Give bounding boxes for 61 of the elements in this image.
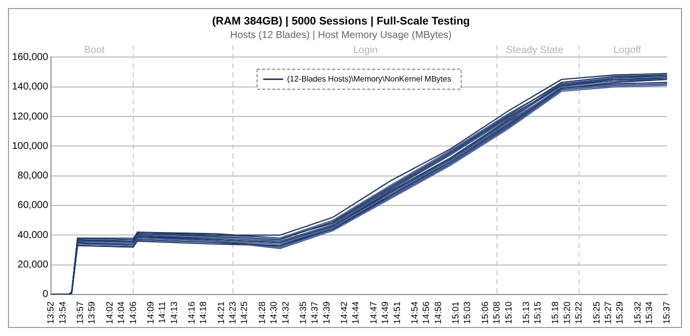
y-tick-label: 160,000 (12, 52, 49, 63)
text: Logoff (613, 44, 642, 56)
x-tick-label: 14:04 (116, 301, 126, 324)
x-tick-label: 14:54 (409, 301, 420, 324)
x-tick-label: 15:03 (462, 301, 472, 324)
x-tick-label: 14:21 (216, 301, 226, 324)
x-tick-label: 14:51 (392, 301, 402, 324)
x-tick-label: 15:22 (574, 301, 584, 324)
x-tick-label: 14:37 (310, 301, 320, 324)
x-tick-label: 15:29 (614, 301, 625, 324)
y-tick-label: 60,000 (18, 200, 49, 212)
x-tick-label: 14:44 (350, 301, 361, 324)
x-tick-label: 13:57 (74, 301, 85, 324)
x-tick-label: 14:58 (432, 301, 443, 324)
text: Boot (84, 44, 105, 56)
x-tick-label: 14:30 (268, 301, 279, 324)
x-tick-label: 13:59 (86, 301, 97, 324)
x-tick-label: 13:54 (57, 301, 68, 324)
y-tick-label: 140,000 (12, 82, 49, 93)
x-tick-label: 14:56 (421, 301, 432, 324)
x-tick-label: 15:18 (550, 301, 560, 324)
x-tick-label: 15:06 (480, 301, 490, 324)
y-tick-label: 0 (42, 289, 49, 300)
y-tick-label: 100,000 (12, 140, 49, 152)
x-tick-label: 14:25 (239, 301, 250, 324)
x-tick-label: 14:42 (338, 301, 349, 324)
x-tick-label: 14:18 (198, 301, 208, 324)
x-tick-label: 14:49 (380, 301, 390, 324)
x-tick-label: 14:13 (168, 301, 179, 324)
x-tick-label: 14:02 (104, 301, 114, 324)
x-tick-label: 14:23 (227, 301, 238, 324)
x-tick-label: 14:06 (128, 301, 138, 324)
x-tick-label: 14:35 (298, 301, 308, 324)
x-tick-label: 15:10 (503, 301, 514, 324)
x-tick-label: 13:52 (46, 301, 56, 324)
x-tick-label: 14:16 (186, 301, 196, 324)
x-tick-label: 14:28 (256, 301, 267, 324)
y-tick-label: 80,000 (18, 170, 49, 182)
text: Steady State (506, 44, 564, 56)
y-tick-label: 40,000 (18, 230, 49, 241)
x-tick-label: 15:25 (591, 301, 602, 324)
x-tick-label: 14:09 (145, 301, 156, 324)
x-tick-label: 15:01 (450, 301, 460, 324)
x-tick-label: 15:15 (532, 301, 543, 324)
x-tick-label: 15:27 (603, 301, 613, 324)
x-tick-label: 15:08 (492, 301, 502, 324)
x-tick-label: 15:20 (562, 301, 572, 324)
x-tick-label: 15:37 (662, 301, 672, 324)
x-tick-label: 14:47 (368, 301, 378, 324)
x-tick-label: 14:32 (280, 301, 290, 324)
y-tick-label: 120,000 (12, 111, 49, 122)
text: Login (353, 44, 378, 56)
chart-subtitle: Hosts (12 Blades) | Host Memory Usage (MBytes) (230, 30, 452, 41)
x-tick-label: 15:32 (632, 301, 642, 324)
x-tick-label: 14:11 (157, 301, 168, 324)
x-tick-label: 14:39 (321, 301, 332, 324)
x-tick-label: 15:34 (644, 301, 654, 324)
x-tick-label: 15:13 (520, 301, 531, 324)
legend-label: (12-Blades Hosts)\Memory\NonKernel MBytes (287, 74, 452, 84)
chart-title: (RAM 384GB) | 5000 Sessions | Full-Scale Testing (212, 16, 470, 28)
y-tick-label: 20,000 (18, 260, 49, 271)
